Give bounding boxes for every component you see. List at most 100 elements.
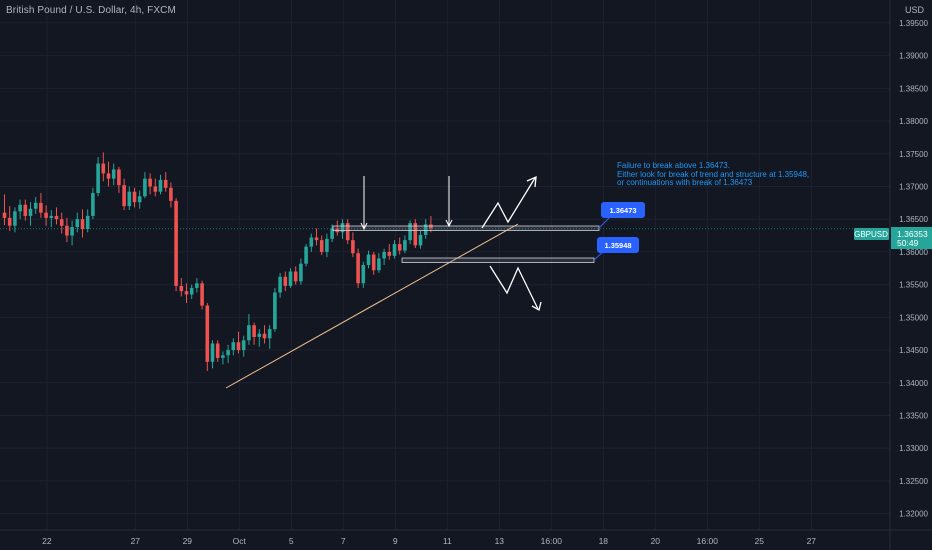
candle-body	[330, 228, 334, 239]
price-tick-label: 1.35500	[899, 281, 928, 290]
candle-body	[387, 251, 392, 256]
candle-body	[319, 240, 324, 252]
price-tick-label: 1.34500	[899, 346, 928, 355]
candle-body	[293, 271, 298, 282]
price-tick-label: 1.33500	[899, 411, 928, 420]
candle-body	[174, 200, 178, 286]
candle-body	[59, 219, 64, 226]
time-tick-label: 27	[807, 536, 817, 546]
candle-body	[366, 254, 371, 265]
candle-body	[418, 234, 423, 246]
candle-body	[403, 240, 407, 251]
analysis-note[interactable]: Failure to break above 1.36473. Either l…	[617, 161, 809, 187]
note-line-2: Either look for break of trend and struc…	[617, 170, 809, 179]
candle-body	[148, 178, 152, 187]
candle-body	[54, 215, 59, 220]
support-zone[interactable]	[401, 257, 595, 263]
price-tick-label: 1.39000	[899, 52, 928, 61]
candle-body	[111, 169, 116, 179]
price-tick-label: 1.39500	[899, 19, 928, 28]
lower-level-text: 1.35948	[604, 241, 631, 250]
resistance-zone[interactable]	[332, 225, 600, 231]
candle-body	[236, 342, 241, 351]
candle-body	[143, 178, 147, 197]
candle-body	[75, 219, 80, 228]
upper-level-label[interactable]: 1.36473	[598, 202, 645, 229]
candle-body	[423, 224, 428, 235]
candle-body	[132, 191, 137, 203]
time-tick-label: 22	[42, 536, 52, 546]
price-tick-label: 1.34000	[899, 379, 928, 388]
time-tick-label: Oct	[233, 536, 247, 546]
price-tick-label: 1.37500	[899, 150, 928, 159]
candle-body	[340, 223, 345, 233]
candle-body	[231, 342, 236, 351]
candle-body	[356, 253, 360, 284]
price-tag: GBPUSD 1.36353 50:49	[854, 227, 932, 249]
candle-body	[377, 258, 381, 271]
lower-level-label[interactable]: 1.35948	[593, 237, 639, 261]
time-tick-label: 29	[183, 536, 193, 546]
candle-body	[85, 215, 90, 230]
candle-body	[23, 204, 28, 216]
candle-body	[44, 212, 48, 218]
candle-body	[247, 325, 251, 341]
last-price-text: 1.36353	[897, 229, 928, 239]
candle-body	[117, 169, 121, 186]
candle-body	[361, 265, 366, 284]
candle-body	[184, 291, 189, 295]
candle-body	[91, 193, 95, 216]
down-arrow-icon	[360, 176, 368, 231]
chart-title: British Pound / U.S. Dollar, 4h, FXCM	[6, 5, 176, 16]
candle-body	[195, 283, 199, 288]
time-tick-label: 16:00	[697, 536, 719, 546]
candle-body	[283, 276, 288, 286]
candle-body	[189, 287, 194, 295]
time-axis: 22 27 29 Oct 5 7 9 11 13 16:00 18 20 16:00 25 27	[42, 536, 816, 546]
price-tick-label: 1.33000	[899, 444, 928, 453]
price-tick-label: 1.36000	[899, 248, 928, 257]
ascending-trendline[interactable]	[225, 223, 519, 389]
candle-body	[163, 179, 168, 188]
time-tick-label: 9	[393, 536, 398, 546]
candle-body	[153, 186, 158, 192]
price-tick-label: 1.37000	[899, 182, 928, 191]
time-tick-label: 7	[341, 536, 346, 546]
bullish-scenario-path[interactable]	[481, 175, 537, 229]
candle-body	[39, 202, 43, 213]
candle-body	[221, 355, 225, 358]
candle-body	[397, 244, 402, 251]
candle-body	[205, 305, 210, 362]
candle-body	[299, 263, 303, 282]
candle-body	[13, 211, 17, 226]
candle-body	[80, 219, 85, 230]
candle-body	[200, 283, 204, 306]
bearish-scenario-path[interactable]	[489, 265, 542, 311]
candle-body	[65, 225, 69, 236]
time-tick-label: 20	[651, 536, 661, 546]
symbol-tag-text: GBPUSD	[854, 230, 888, 239]
note-line-3: or continuations with break of 1.36473	[617, 178, 753, 187]
candle-body	[169, 187, 173, 201]
candle-body	[210, 343, 215, 362]
down-arrow-icon	[445, 176, 453, 228]
candle-body	[371, 254, 376, 271]
candle-body	[314, 237, 319, 241]
candle-body	[179, 285, 184, 292]
candle-body	[122, 185, 126, 207]
price-tick-label: 1.38500	[899, 84, 928, 93]
bar-countdown-text: 50:49	[897, 238, 919, 248]
candle-body	[257, 333, 262, 337]
time-tick-label: 25	[755, 536, 765, 546]
price-axis-panel	[890, 0, 932, 550]
candle-body	[127, 191, 132, 207]
time-tick-label: 27	[131, 536, 141, 546]
time-tick-label: 18	[599, 536, 609, 546]
note-line-1: Failure to break above 1.36473.	[617, 161, 730, 170]
candle-body	[309, 237, 314, 247]
candle-body	[137, 196, 142, 203]
candle-body	[262, 333, 267, 339]
time-tick-label: 5	[289, 536, 294, 546]
candle-body	[18, 204, 22, 212]
